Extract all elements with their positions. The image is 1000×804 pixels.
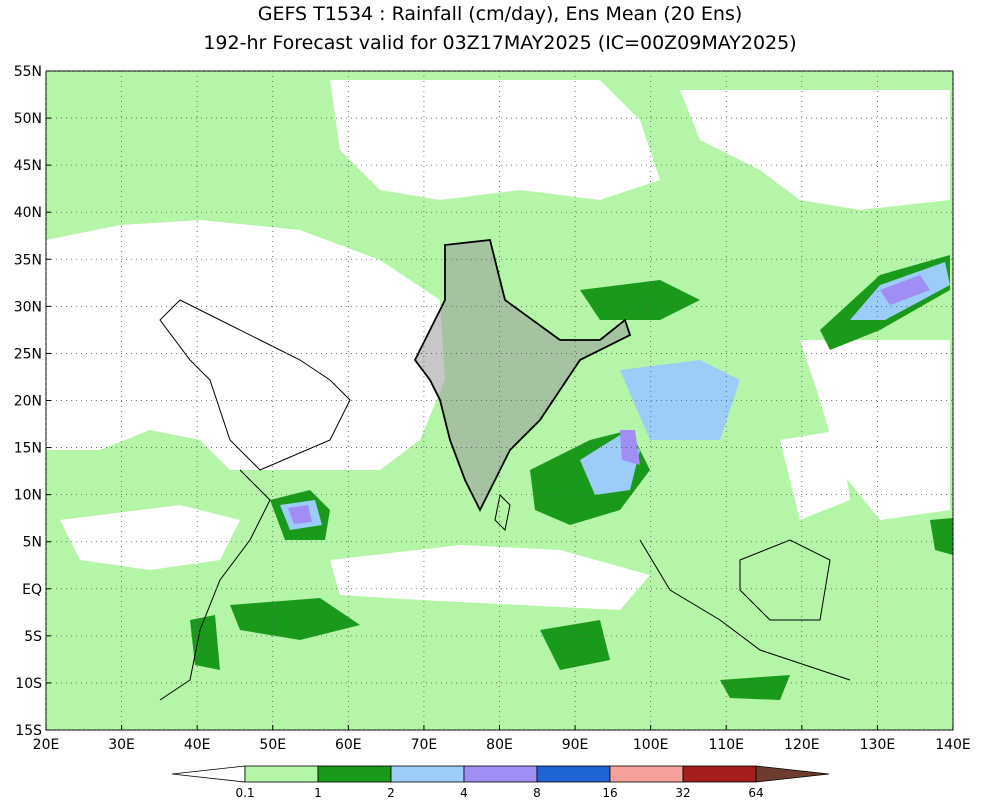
legend-swatch xyxy=(317,765,392,783)
legend-swatch xyxy=(682,765,757,783)
lon-tick-label: 120E xyxy=(784,737,820,753)
legend-swatch xyxy=(463,765,538,783)
lon-tick-label: 60E xyxy=(335,737,362,753)
coastline xyxy=(159,239,851,701)
lon-tick-label: 80E xyxy=(486,737,513,753)
lon-tick-label: 20E xyxy=(33,737,60,753)
lat-tick-label: 15N xyxy=(14,441,42,457)
lon-tick-label: 130E xyxy=(860,737,896,753)
lon-tick-label: 50E xyxy=(259,737,286,753)
legend-swatch xyxy=(390,765,465,783)
lat-tick-label: 30N xyxy=(14,299,42,315)
lat-tick-label: 35N xyxy=(14,252,42,268)
lat-tick-label: 25N xyxy=(14,346,42,362)
lat-tick-label: 40N xyxy=(14,205,42,221)
lon-tick-label: 140E xyxy=(935,737,971,753)
lat-tick-label: EQ xyxy=(22,582,42,598)
legend-swatch xyxy=(536,765,611,783)
lat-tick-label: 10N xyxy=(14,488,42,504)
legend-label: 32 xyxy=(675,786,690,800)
lat-tick-label: 45N xyxy=(14,158,42,174)
title-line: GEFS T1534 : Rainfall (cm/day), Ens Mean… xyxy=(258,3,743,25)
legend-label: 1 xyxy=(314,786,322,800)
lat-tick-label: 5S xyxy=(24,629,42,645)
legend-label: 64 xyxy=(748,786,763,800)
lon-tick-label: 90E xyxy=(562,737,589,753)
lat-tick-label: 20N xyxy=(14,394,42,410)
lon-tick-label: 70E xyxy=(411,737,438,753)
legend-arrow xyxy=(171,765,246,783)
lon-tick-label: 40E xyxy=(184,737,211,753)
legend-arrow xyxy=(755,765,830,783)
lat-tick-label: 50N xyxy=(14,111,42,127)
legend-label: 16 xyxy=(602,786,617,800)
legend-swatch xyxy=(609,765,684,783)
lat-tick-label: 5N xyxy=(23,535,42,551)
lat-tick-label: 15S xyxy=(15,723,42,739)
legend-label: 4 xyxy=(460,786,468,800)
legend-swatch xyxy=(244,765,319,783)
lat-tick-label: 55N xyxy=(14,64,42,80)
legend-label: 2 xyxy=(387,786,395,800)
title-line: 192-hr Forecast valid for 03Z17MAY2025 (… xyxy=(203,32,796,54)
lon-tick-label: 100E xyxy=(633,737,669,753)
lat-tick-label: 10S xyxy=(15,676,42,692)
lon-tick-label: 110E xyxy=(708,737,744,753)
legend-label: 8 xyxy=(533,786,541,800)
legend-label: 0.1 xyxy=(235,786,254,800)
lon-tick-label: 30E xyxy=(108,737,135,753)
